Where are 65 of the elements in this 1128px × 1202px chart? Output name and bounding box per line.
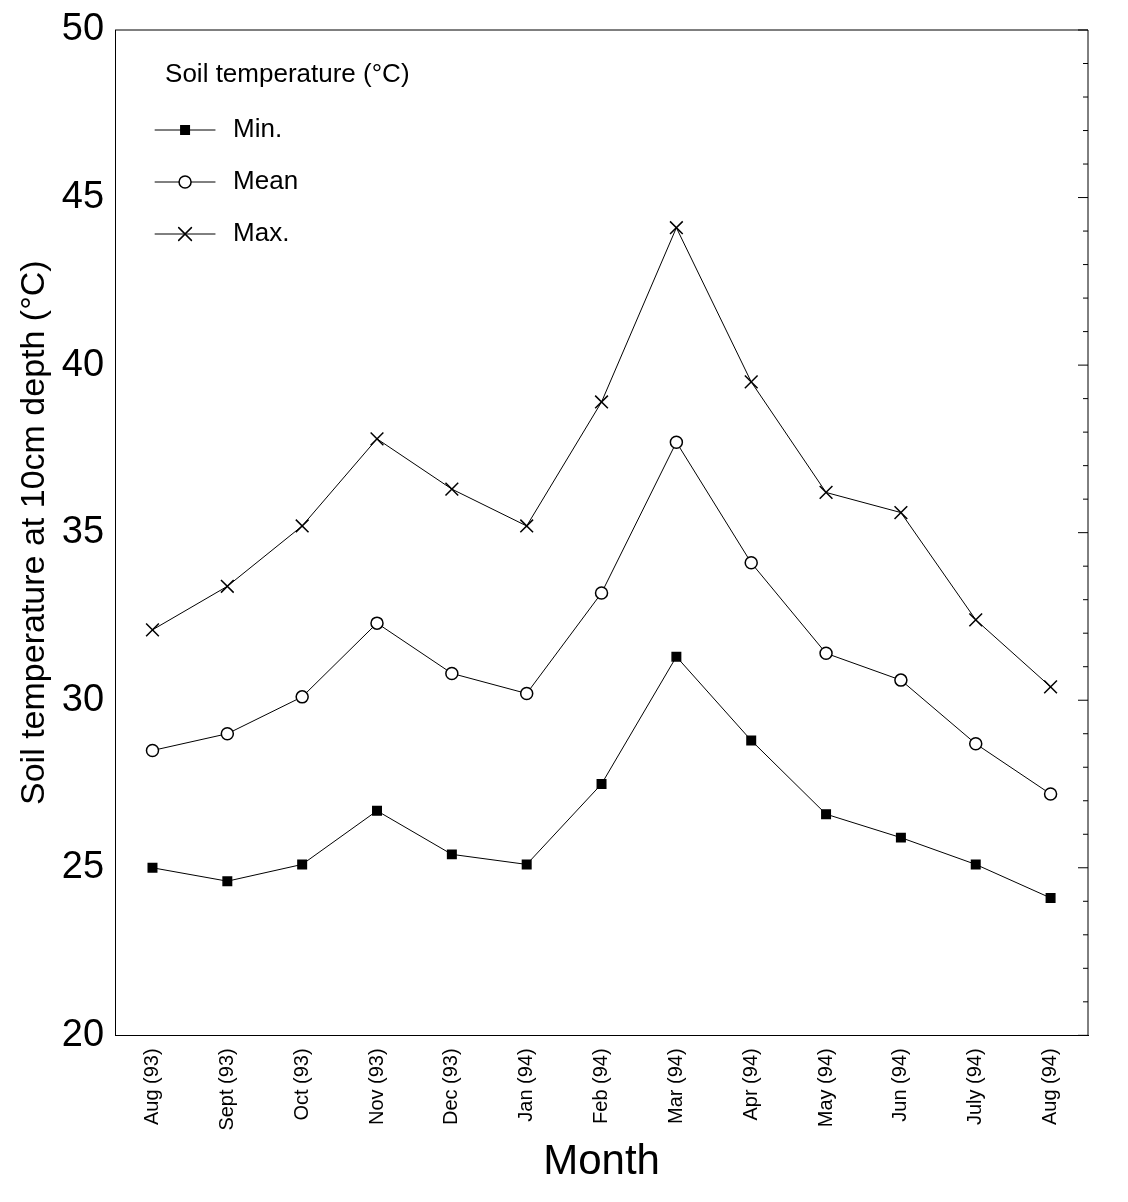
point <box>970 859 981 870</box>
x-axis-title: Month <box>543 1136 660 1184</box>
x-tick-label: Oct (93) <box>289 1048 312 1121</box>
point <box>968 612 983 627</box>
point <box>372 805 382 816</box>
point <box>147 862 158 873</box>
point <box>370 616 384 630</box>
point <box>521 859 532 870</box>
point <box>819 646 833 661</box>
point <box>369 431 385 446</box>
y-tick-label: 40 <box>61 341 105 384</box>
point <box>220 726 235 741</box>
x-tick-label: Jun (94) <box>888 1048 911 1122</box>
x-tick-label: May (94) <box>813 1048 836 1128</box>
point <box>220 579 235 594</box>
point <box>594 394 609 410</box>
point <box>669 220 684 235</box>
x-tick-label: Aug (93) <box>140 1048 162 1126</box>
point <box>746 735 757 746</box>
point <box>821 809 832 820</box>
y-tick-label: 50 <box>61 6 105 49</box>
point <box>222 876 233 887</box>
point <box>968 737 983 751</box>
point <box>295 690 309 704</box>
point <box>519 518 534 534</box>
point <box>446 849 457 860</box>
point <box>818 485 834 500</box>
point <box>671 651 682 662</box>
x-tick-label: Dec (93) <box>439 1048 462 1126</box>
legend-label: Min. <box>233 113 283 144</box>
legend-title: Soil temperature (°C) <box>165 58 410 89</box>
y-tick-label: 25 <box>61 844 105 887</box>
x-tick-label: July (94) <box>963 1048 986 1126</box>
point <box>297 859 308 870</box>
point <box>893 505 909 520</box>
y-axis-title: Soil temperature at 10cm depth (°C) <box>12 260 51 805</box>
legend-label: Mean <box>233 165 299 196</box>
y-tick-label: 35 <box>61 509 105 552</box>
point <box>295 518 310 534</box>
point <box>894 673 908 687</box>
x-tick-label: Apr (94) <box>738 1048 761 1121</box>
y-tick-label: 20 <box>61 1011 105 1054</box>
x-tick-label: Sept (93) <box>214 1048 237 1131</box>
point <box>895 832 906 843</box>
y-tick-label: 45 <box>61 174 105 217</box>
legend-label: Max. <box>233 217 290 248</box>
point <box>744 556 758 570</box>
point <box>445 666 459 681</box>
x-tick-label: Mar (94) <box>663 1048 686 1124</box>
x-tick-label: Jan (94) <box>514 1048 537 1122</box>
point <box>594 586 609 600</box>
point <box>596 779 607 789</box>
point <box>744 374 759 389</box>
point <box>669 435 684 449</box>
y-tick-label: 30 <box>61 676 105 719</box>
point <box>1043 679 1058 694</box>
x-tick-label: Aug (94) <box>1038 1048 1061 1126</box>
point <box>145 622 160 637</box>
x-tick-label: Nov (93) <box>364 1048 387 1126</box>
point <box>444 481 459 497</box>
x-tick-label: Feb (94) <box>589 1048 612 1124</box>
point <box>1045 892 1056 903</box>
point <box>1043 787 1058 801</box>
point <box>519 686 534 701</box>
point <box>145 743 160 758</box>
